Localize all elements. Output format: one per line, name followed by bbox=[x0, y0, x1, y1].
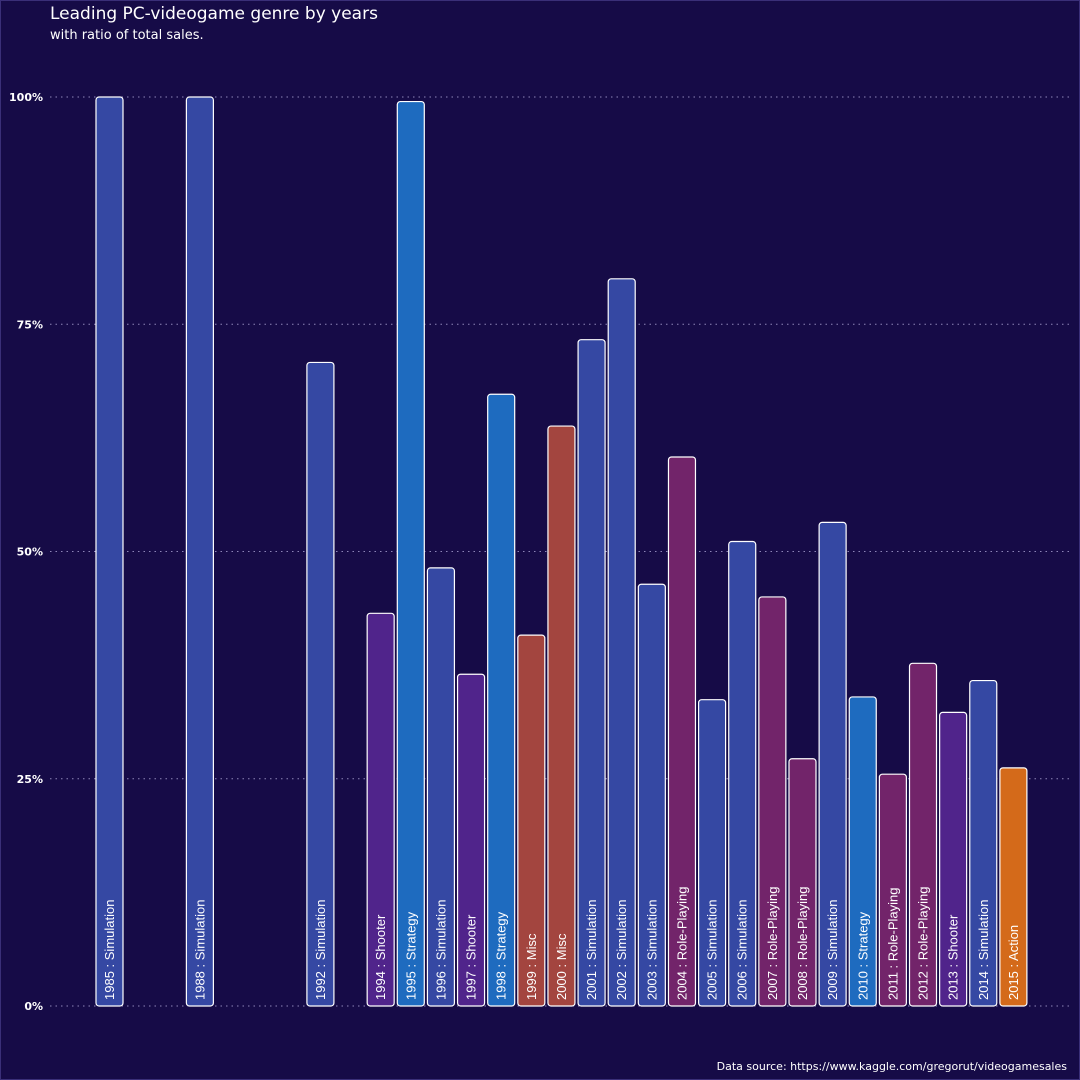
bar-label: 2010 : Strategy bbox=[855, 911, 870, 1000]
bar bbox=[878, 773, 907, 1007]
bar bbox=[637, 583, 666, 1007]
bar bbox=[306, 361, 335, 1007]
bar bbox=[758, 596, 787, 1007]
bar-label: 2005 : Simulation bbox=[705, 900, 720, 1000]
y-tick-label: 0% bbox=[24, 1000, 43, 1013]
chart-subtitle: with ratio of total sales. bbox=[50, 28, 204, 43]
bar-label: 2012 : Role-Playing bbox=[916, 887, 931, 1000]
bar-label: 2006 : Simulation bbox=[735, 900, 750, 1000]
bar bbox=[396, 100, 425, 1007]
chart-title: Leading PC-videogame genre by years bbox=[50, 4, 378, 24]
y-tick-label: 50% bbox=[17, 546, 43, 559]
bar-label: 2008 : Role-Playing bbox=[795, 887, 810, 1000]
bar bbox=[697, 699, 727, 1007]
y-tick-label: 100% bbox=[9, 91, 43, 104]
bar bbox=[95, 96, 124, 1007]
bar bbox=[667, 456, 697, 1007]
bar-label: 1988 : Simulation bbox=[192, 900, 207, 1000]
bar-label: 2011 : Role-Playing bbox=[885, 888, 900, 1001]
bar bbox=[607, 278, 636, 1007]
bar bbox=[969, 679, 998, 1007]
bar bbox=[517, 634, 546, 1007]
bar-label: 1997 : Shooter bbox=[464, 914, 479, 1000]
bar-label: 2015 : Action bbox=[1006, 925, 1021, 1000]
bar-label: 2014 : Simulation bbox=[976, 900, 991, 1000]
bar bbox=[487, 393, 516, 1007]
bar-label: 2001 : Simulation bbox=[584, 900, 599, 1000]
bar bbox=[366, 612, 395, 1007]
bar-label: 1996 : Simulation bbox=[433, 900, 448, 1000]
bar-label: 1985 : Simulation bbox=[102, 900, 117, 1000]
bar bbox=[999, 767, 1028, 1007]
bar-label: 2002 : Simulation bbox=[614, 900, 629, 1000]
bar-label: 2013 : Shooter bbox=[946, 914, 961, 1000]
bar-label: 2009 : Simulation bbox=[825, 900, 840, 1000]
bar-label: 2000 : Misc bbox=[554, 933, 569, 1000]
y-axis-tick-labels: 0% 25% 50% 75% 100% bbox=[9, 91, 43, 1013]
bar bbox=[908, 662, 938, 1007]
bar bbox=[547, 425, 576, 1007]
bars bbox=[95, 96, 1028, 1007]
bar bbox=[939, 711, 968, 1007]
y-tick-label: 75% bbox=[17, 318, 43, 331]
bar-labels: 1985 : Simulation 1988 : Simulation 1992 :… bbox=[102, 887, 1021, 1000]
bar-label: 2003 : Simulation bbox=[644, 900, 659, 1000]
bar-label: 1999 : Misc bbox=[524, 933, 539, 1000]
bar bbox=[788, 758, 817, 1007]
bar bbox=[818, 521, 847, 1007]
data-source-caption: Data source: https://www.kaggle.com/greg… bbox=[716, 1060, 1067, 1073]
bar bbox=[848, 696, 877, 1007]
bar bbox=[577, 339, 606, 1007]
bar bbox=[728, 540, 757, 1007]
bar-label: 1992 : Simulation bbox=[313, 900, 328, 1000]
bar-label: 1994 : Shooter bbox=[373, 914, 388, 1000]
bar-label: 2007 : Role-Playing bbox=[765, 887, 780, 1000]
bar-label: 1998 : Strategy bbox=[494, 911, 509, 1000]
bar bbox=[426, 567, 456, 1007]
bar bbox=[185, 96, 214, 1007]
y-tick-label: 25% bbox=[17, 773, 43, 786]
bar-label: 2004 : Role-Playing bbox=[674, 887, 689, 1000]
bar bbox=[456, 673, 486, 1007]
bar-label: 1995 : Strategy bbox=[403, 911, 418, 1000]
